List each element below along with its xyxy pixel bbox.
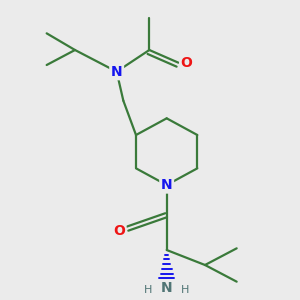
Text: N: N [111,65,122,79]
Text: H: H [144,285,152,295]
Text: O: O [113,224,125,238]
Text: H: H [181,285,189,295]
Text: N: N [161,281,172,295]
Text: N: N [161,178,172,192]
Text: O: O [181,56,193,70]
